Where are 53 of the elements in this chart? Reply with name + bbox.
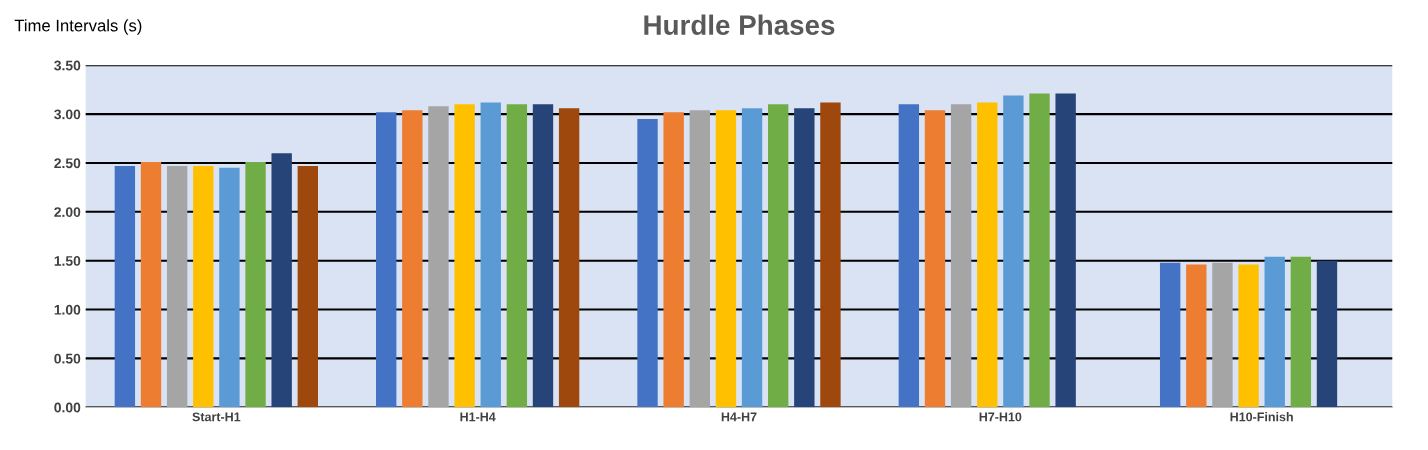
bar bbox=[1186, 264, 1207, 408]
bar bbox=[506, 104, 528, 408]
bar bbox=[1290, 256, 1312, 408]
x-tick-label: H7-H10 bbox=[979, 412, 1022, 422]
y-tick-label: 3.50 bbox=[54, 60, 81, 71]
bar bbox=[454, 104, 475, 408]
x-tick-label: H1-H4 bbox=[460, 412, 496, 422]
y-tick-label: 0.00 bbox=[54, 402, 81, 413]
x-tick-label: Start-H1 bbox=[192, 412, 241, 422]
bar bbox=[271, 153, 292, 408]
bar bbox=[898, 104, 920, 408]
bar bbox=[637, 118, 658, 408]
bar bbox=[166, 165, 188, 408]
bar bbox=[950, 104, 972, 408]
bar bbox=[480, 102, 501, 408]
bar bbox=[402, 110, 423, 408]
bar bbox=[715, 110, 737, 408]
y-axis-title: Time Intervals (s) bbox=[14, 19, 142, 35]
bar bbox=[1264, 256, 1285, 408]
bar bbox=[1316, 260, 1338, 408]
bar bbox=[219, 167, 240, 408]
bar bbox=[297, 165, 318, 408]
bar bbox=[977, 102, 998, 408]
y-tick-label: 2.50 bbox=[54, 158, 81, 169]
bar bbox=[1238, 264, 1259, 408]
bar bbox=[1029, 93, 1050, 408]
x-tick-label: H10-Finish bbox=[1230, 412, 1293, 422]
x-tick-label: H4-H7 bbox=[721, 412, 757, 422]
bar bbox=[1003, 95, 1024, 408]
bar bbox=[663, 112, 684, 408]
bar bbox=[114, 165, 136, 408]
bar bbox=[245, 161, 266, 408]
bar bbox=[376, 112, 397, 408]
bar bbox=[532, 104, 554, 408]
y-tick-label: 3.00 bbox=[54, 109, 81, 120]
bar bbox=[558, 108, 580, 408]
y-tick-label: 2.00 bbox=[54, 207, 81, 217]
y-tick-label: 0.50 bbox=[54, 353, 81, 364]
bar bbox=[193, 165, 214, 408]
bar bbox=[794, 108, 815, 408]
y-tick-label: 1.50 bbox=[54, 256, 81, 266]
bar bbox=[1055, 93, 1076, 408]
bar bbox=[689, 110, 710, 408]
bar bbox=[140, 161, 162, 408]
bar bbox=[741, 108, 763, 408]
bar bbox=[768, 104, 789, 408]
bar bbox=[428, 106, 449, 408]
y-tick-label: 1.00 bbox=[54, 304, 81, 315]
bar bbox=[1212, 262, 1233, 408]
chart-title: Hurdle Phases bbox=[644, 14, 835, 35]
bar bbox=[820, 102, 841, 408]
bar bbox=[1159, 262, 1181, 408]
bar bbox=[924, 110, 946, 408]
